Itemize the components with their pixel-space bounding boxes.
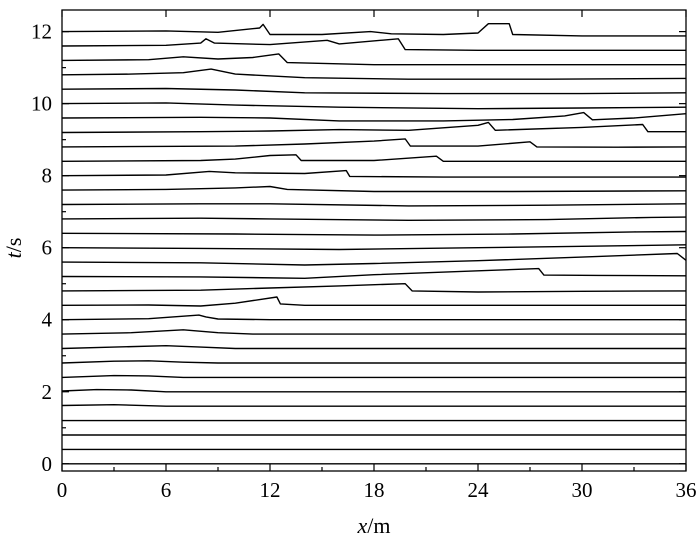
y-axis-title: t/s xyxy=(1,238,26,259)
trace-t-5.6 xyxy=(61,252,687,266)
trace-t-11.2 xyxy=(61,53,686,66)
trace-t-2.8 xyxy=(61,360,686,364)
x-tick-label-30: 30 xyxy=(572,478,593,502)
trace-t-3.6 xyxy=(61,329,686,335)
trace-t-10.4 xyxy=(61,87,687,95)
trace-t-9.2 xyxy=(61,121,686,134)
trace-t-2 xyxy=(61,388,686,393)
y-tick-label-2: 2 xyxy=(42,380,53,404)
trace-t-10.8 xyxy=(61,68,687,80)
trace-t-6 xyxy=(61,244,687,251)
plot-frame xyxy=(61,9,687,472)
y-tick-label-10: 10 xyxy=(31,92,52,116)
trace-t-1.6 xyxy=(61,404,686,407)
x-tick-label-24: 24 xyxy=(468,478,490,502)
x-tick-label-18: 18 xyxy=(364,478,385,502)
y-tick-label-4: 4 xyxy=(42,308,53,332)
y-tick-label-8: 8 xyxy=(42,164,53,188)
x-tick-label-6: 6 xyxy=(161,478,172,502)
y-tick-label-12: 12 xyxy=(31,20,52,44)
trace-t-4.4 xyxy=(61,296,686,307)
y-tick-label-6: 6 xyxy=(42,236,53,260)
trace-t-8.8 xyxy=(61,138,687,148)
trace-group xyxy=(61,23,687,465)
trace-t-12 xyxy=(61,23,686,37)
trace-t-10 xyxy=(61,102,687,110)
trace-t-7.6 xyxy=(61,185,687,193)
x-tick-label-36: 36 xyxy=(676,478,697,502)
trace-t-3.2 xyxy=(61,345,686,350)
trace-t-9.6 xyxy=(61,111,687,122)
x-tick-label-0: 0 xyxy=(57,478,68,502)
trace-t-6.8 xyxy=(61,216,687,221)
x-axis-title: x/m xyxy=(357,513,391,538)
trace-t-8 xyxy=(61,169,686,178)
trace-t-4.8 xyxy=(61,283,687,293)
trace-t-8.4 xyxy=(61,154,686,162)
trace-t-4 xyxy=(61,314,686,321)
x-tick-label-12: 12 xyxy=(260,478,281,502)
trace-t-2.4 xyxy=(61,374,686,379)
trace-t-11.6 xyxy=(61,38,686,51)
trace-t-7.2 xyxy=(61,203,687,207)
trace-t-5.2 xyxy=(61,267,687,279)
trace-t-6.4 xyxy=(61,230,687,236)
y-tick-label-0: 0 xyxy=(42,452,53,476)
